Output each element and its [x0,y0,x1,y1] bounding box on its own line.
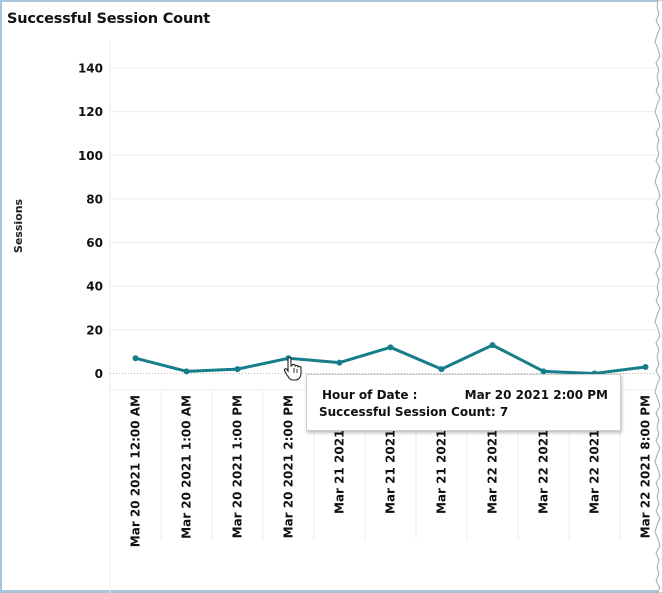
x-tick-label: Mar 22 2021 1: [486,412,500,514]
x-tick-label: Mar 21 2021 3 [435,417,449,514]
y-tick-label: 140 [78,62,103,76]
x-tick-label: Mar 20 2021 1:00 PM [231,395,245,538]
y-axis-label: Sessions [12,198,25,253]
tooltip-hour-value: Mar 20 2021 2:00 PM [464,388,608,402]
data-point[interactable] [132,355,139,362]
data-point[interactable] [540,368,547,375]
data-point[interactable] [438,366,445,373]
y-tick-label: 20 [86,323,103,337]
x-tick-label: Mar 22 2021 2: [537,412,551,514]
x-tick-label: Mar 20 2021 12:00 AM [129,395,143,547]
data-point[interactable] [489,342,496,349]
y-axis-ticks: 0 20 40 60 80 100 120 140 [78,62,103,382]
y-tick-label: 80 [86,192,103,206]
y-tick-label: 120 [78,105,103,119]
data-tooltip: Hour of Date : Mar 20 2021 2:00 PM Succe… [306,374,621,431]
x-tick-label: Mar 21 2021 1 [333,417,347,514]
x-tick-label: Mar 20 2021 2:00 PM [282,395,296,538]
x-tick-label: Mar 22 2021 8:00 PM [639,395,653,538]
data-point[interactable] [387,344,394,351]
tooltip-count-label: Successful Session Count: [319,405,496,419]
y-tick-label: 0 [95,367,103,381]
torn-edge-decoration [654,0,663,593]
y-tick-label: 60 [86,236,103,250]
tooltip-count-value: 7 [499,405,509,419]
y-tick-label: 40 [86,280,103,294]
tooltip-count-row: Successful Session Count: 7 [319,405,508,419]
x-axis-ticks: Mar 20 2021 12:00 AM Mar 20 2021 1:00 AM M… [129,395,653,547]
tooltip-hour-label: Hour of Date : [322,388,418,402]
chart-title: Successful Session Count [7,11,210,27]
data-point[interactable] [642,363,649,370]
y-tick-label: 100 [78,149,103,163]
data-point[interactable] [234,366,241,373]
x-tick-label: Mar 22 2021 3: [588,412,602,514]
x-tick-label: Mar 21 2021 2 [384,417,398,514]
data-point[interactable] [183,368,190,375]
data-point[interactable] [336,359,343,366]
x-tick-label: Mar 20 2021 1:00 AM [180,395,194,539]
hand-pointer-icon [283,357,302,381]
